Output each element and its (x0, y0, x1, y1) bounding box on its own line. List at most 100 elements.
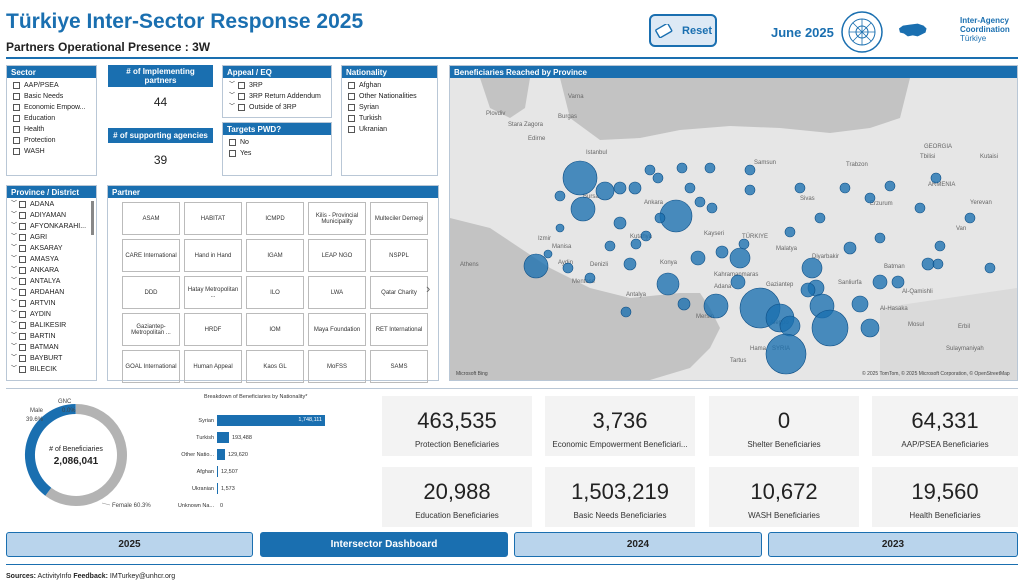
chevron-down-icon[interactable]: ﹀ (11, 201, 18, 207)
checkbox[interactable] (19, 256, 27, 263)
province-bubble[interactable] (628, 181, 642, 195)
sector-option[interactable]: Protection (13, 135, 90, 146)
province-bubble[interactable] (555, 223, 565, 233)
chevron-down-icon[interactable]: ﹀ (11, 245, 18, 251)
checkbox[interactable] (348, 104, 355, 111)
checkbox[interactable] (19, 278, 27, 285)
sector-option[interactable]: Education (13, 113, 90, 124)
nationality-bar[interactable] (217, 432, 229, 443)
province-bubble[interactable] (703, 293, 729, 319)
checkbox[interactable] (19, 212, 27, 219)
province-option[interactable]: ﹀ AFYONKARAHI... (11, 223, 87, 230)
checkbox[interactable] (13, 82, 20, 89)
partner-tile[interactable]: ILO (246, 276, 304, 309)
partner-tile[interactable]: LEAP NGO (308, 239, 366, 272)
checkbox[interactable] (19, 201, 27, 208)
province-bubble[interactable] (570, 196, 596, 222)
partner-tile[interactable]: Maya Foundation (308, 313, 366, 346)
pwd-option[interactable]: Yes (229, 148, 325, 159)
province-option[interactable]: ﹀ ADIYAMAN (11, 212, 67, 219)
donut-male-segment[interactable] (25, 404, 76, 496)
province-bubble[interactable] (744, 184, 756, 196)
checkbox[interactable] (19, 355, 27, 362)
province-option[interactable]: ﹀ ANKARA (11, 267, 59, 274)
partner-tile[interactable]: HRDF (184, 313, 242, 346)
province-bubble[interactable] (706, 202, 718, 214)
province-bubble[interactable] (620, 306, 632, 318)
province-option[interactable]: ﹀ AGRI (11, 234, 48, 241)
donut-ring[interactable] (25, 404, 127, 506)
province-option[interactable]: ﹀ ANTALYA (11, 278, 61, 285)
partner-tile[interactable]: LWA (308, 276, 366, 309)
province-list[interactable]: ﹀ ADANA ﹀ ADIYAMAN ﹀ AFYONKARAHI... ﹀ AGRI ﹀ AKSA… (7, 198, 96, 376)
province-bubble[interactable] (677, 297, 691, 311)
checkbox[interactable] (19, 333, 27, 340)
chevron-down-icon[interactable]: ﹀ (11, 223, 18, 229)
checkbox[interactable] (13, 148, 20, 155)
province-bubble[interactable] (715, 245, 729, 259)
partner-tile[interactable]: MoFSS (308, 350, 366, 383)
tab-intersector-dashboard[interactable]: Intersector Dashboard (260, 532, 508, 557)
province-bubble[interactable] (984, 262, 996, 274)
partner-tile[interactable]: DDD (122, 276, 180, 309)
province-bubble[interactable] (891, 275, 905, 289)
checkbox[interactable] (13, 104, 20, 111)
chevron-down-icon[interactable]: ﹀ (11, 322, 18, 328)
sector-option[interactable]: WASH (13, 146, 90, 157)
partner-tile[interactable]: NSPPL (370, 239, 428, 272)
partner-tile[interactable]: Kilis - Provincial Municipality (308, 202, 366, 235)
province-bubble[interactable] (584, 272, 596, 284)
nationality-bar[interactable] (217, 466, 218, 477)
chevron-down-icon[interactable]: ﹀ (11, 234, 18, 240)
sector-option[interactable]: Health (13, 124, 90, 135)
checkbox[interactable] (238, 82, 246, 89)
partner-tile[interactable]: GOAL International (122, 350, 180, 383)
province-option[interactable]: ﹀ BARTIN (11, 333, 56, 340)
province-bubble[interactable] (932, 258, 944, 270)
checkbox[interactable] (348, 115, 355, 122)
province-bubble[interactable] (744, 164, 756, 176)
chevron-down-icon[interactable]: ﹀ (11, 267, 18, 273)
checkbox[interactable] (13, 93, 20, 100)
province-bubble[interactable] (765, 333, 807, 375)
province-option[interactable]: ﹀ BALIKESIR (11, 322, 67, 329)
checkbox[interactable] (238, 104, 246, 111)
province-bubble[interactable] (784, 226, 796, 238)
sector-option[interactable]: Economic Empow... (13, 102, 90, 113)
province-option[interactable]: ﹀ BATMAN (11, 344, 59, 351)
scrollbar[interactable] (91, 201, 94, 235)
partner-tile[interactable]: IOM (246, 313, 304, 346)
chevron-down-icon[interactable]: ﹀ (11, 289, 18, 295)
chevron-down-icon[interactable]: ﹀ (11, 311, 18, 317)
partner-tile[interactable]: ICMPD (246, 202, 304, 235)
nationality-option[interactable]: Syrian (348, 102, 431, 113)
nationality-bar[interactable]: 1,748,111 (217, 415, 325, 426)
partner-tile[interactable]: Gaziantep-Metropolitan ... (122, 313, 180, 346)
province-option[interactable]: ﹀ ADANA (11, 201, 55, 208)
sector-option[interactable]: Basic Needs (13, 91, 90, 102)
checkbox[interactable] (19, 234, 27, 241)
tab-2023[interactable]: 2023 (768, 532, 1018, 557)
province-bubble[interactable] (690, 250, 706, 266)
chevron-down-icon[interactable]: ﹀ (11, 366, 18, 372)
province-bubble[interactable] (860, 318, 880, 338)
province-bubble[interactable] (851, 295, 869, 313)
nationality-option[interactable]: Afghan (348, 80, 431, 91)
checkbox[interactable] (19, 322, 27, 329)
province-bubble[interactable] (921, 257, 935, 271)
province-bubble[interactable] (811, 309, 849, 347)
province-bubble[interactable] (562, 262, 574, 274)
province-bubble[interactable] (738, 238, 750, 250)
checkbox[interactable] (348, 93, 355, 100)
partner-tile[interactable]: Hand in Hand (184, 239, 242, 272)
partner-tile[interactable]: HABITAT (184, 202, 242, 235)
province-option[interactable]: ﹀ ARDAHAN (11, 289, 65, 296)
checkbox[interactable] (229, 139, 236, 146)
checkbox[interactable] (19, 289, 27, 296)
province-bubble[interactable] (843, 241, 857, 255)
province-bubble[interactable] (656, 272, 680, 296)
checkbox[interactable] (19, 223, 27, 230)
province-bubble[interactable] (794, 182, 806, 194)
nationality-option[interactable]: Turkish (348, 113, 431, 124)
province-bubble[interactable] (914, 202, 926, 214)
